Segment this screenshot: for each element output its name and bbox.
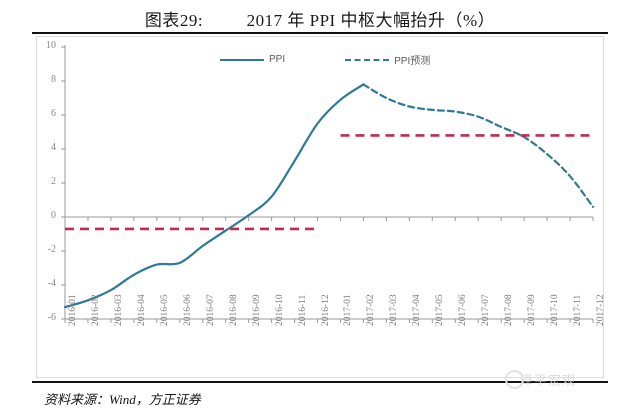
page-title: 2017 年 PPI 中枢大幅抬升（%） (246, 11, 496, 30)
ppi-line-chart (61, 45, 595, 323)
x-tick-label: 2016-07 (205, 294, 216, 326)
x-tick-label: 2016-12 (320, 294, 331, 326)
x-tick-label: 2017-06 (458, 294, 469, 326)
y-tick-label: 4 (51, 142, 56, 153)
x-tick-label: 2017-01 (343, 294, 354, 326)
y-tick-label: -4 (47, 278, 56, 289)
divider-top (32, 32, 608, 34)
x-tick-label: 2017-04 (412, 294, 423, 326)
watermark-ring-icon (505, 370, 524, 389)
x-tick-label: 2016-09 (251, 294, 262, 326)
x-tick-label: 2017-11 (573, 294, 584, 326)
watermark: 泽平宏观 (520, 373, 577, 388)
x-tick-label: 2016-08 (228, 294, 239, 326)
legend-item-ppi: PPI (220, 54, 285, 65)
x-tick-label: 2016-11 (297, 294, 308, 326)
x-tick-label: 2017-12 (596, 294, 606, 326)
figure-label: 图表29: (144, 11, 204, 30)
x-tick-label: 2017-05 (435, 294, 446, 326)
divider-bottom (32, 381, 608, 383)
legend-label-ppi-forecast: PPI预测 (394, 56, 431, 67)
x-tick-label: 2017-08 (504, 294, 515, 326)
y-tick-label: 8 (51, 74, 56, 85)
x-tick-label: 2016-02 (90, 294, 101, 326)
chart-legend: PPI PPI预测 (220, 52, 430, 67)
y-tick-label: 2 (51, 176, 56, 187)
x-tick-label: 2016-06 (182, 294, 193, 326)
y-tick-label: -2 (47, 244, 56, 255)
x-tick-label: 2017-03 (389, 294, 400, 326)
x-tick-label: 2016-05 (159, 294, 170, 326)
x-tick-label: 2016-10 (274, 294, 285, 326)
chart-area (36, 36, 604, 378)
legend-solid-line-icon (220, 58, 264, 61)
legend-label-ppi: PPI (269, 54, 286, 65)
x-tick-label: 2016-04 (136, 294, 147, 326)
y-tick-label: 10 (46, 40, 56, 51)
x-tick-label: 2017-02 (366, 294, 377, 326)
source-note: 资料来源：Wind，方正证券 (44, 392, 201, 407)
x-tick-label: 2017-10 (550, 294, 561, 326)
x-tick-label: 2017-09 (527, 294, 538, 326)
y-tick-label: 0 (51, 210, 56, 221)
legend-item-ppi-forecast: PPI预测 (345, 52, 430, 67)
y-tick-label: 6 (51, 108, 56, 119)
figure-title-row: 图表29: 2017 年 PPI 中枢大幅抬升（%） (0, 6, 640, 31)
legend-dashed-line-icon (345, 58, 390, 61)
x-tick-label: 2016-03 (113, 294, 124, 326)
x-tick-label: 2017-07 (481, 294, 492, 326)
x-tick-label: 2016-01 (68, 294, 78, 326)
y-tick-label: -6 (47, 312, 56, 323)
